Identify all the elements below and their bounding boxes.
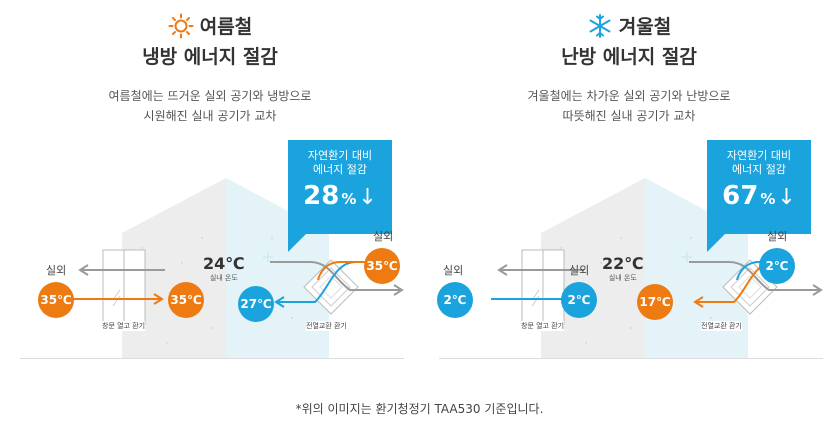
- window-icon: [102, 249, 146, 325]
- callout-line1: 자연환기 대비: [726, 149, 792, 162]
- saving-value: 28: [303, 181, 340, 211]
- callout-line2: 에너지 절감: [731, 163, 787, 176]
- callout-line1: 자연환기 대비: [307, 149, 373, 162]
- saving-unit: %: [341, 190, 357, 208]
- window-outdoor-label: 실외: [443, 264, 464, 277]
- sun-icon: [168, 13, 194, 38]
- snowflake-icon: [589, 13, 611, 38]
- saving-percent: 28 %↓: [288, 181, 392, 214]
- erv-outdoor-temp: 35℃: [364, 248, 400, 284]
- indoor-temp-label: 실내 온도: [209, 274, 238, 282]
- erv-indoor-temp: 17℃: [637, 284, 673, 320]
- summer-description: 여름철에는 뜨거운 실외 공기와 냉방으로 시원해진 실내 공기가 교차: [0, 86, 420, 126]
- erv-caption: 전열교환 환기: [701, 321, 742, 331]
- indoor-temp-block: 24℃ 실내 온도: [203, 254, 245, 283]
- winter-title: 겨울철: [618, 16, 672, 38]
- winter-scene: 자연환기 대비 에너지 절감 67 %↓: [419, 140, 839, 370]
- window-outdoor-temp: 35℃: [38, 282, 74, 318]
- heat-exchanger-icon: [303, 259, 359, 315]
- summer-saving-callout: 자연환기 대비 에너지 절감 28 %↓: [288, 140, 392, 252]
- indoor-temp: 24℃: [203, 254, 245, 273]
- callout-line2: 에너지 절감: [312, 163, 368, 176]
- summer-scene: 자연환기 대비 에너지 절감 28 %↓: [0, 140, 420, 370]
- winter-saving-callout: 자연환기 대비 에너지 절감 67 %↓: [707, 140, 811, 252]
- window-outdoor-label: 실외: [46, 264, 67, 277]
- winter-subtitle: 난방 에너지 절감: [561, 46, 697, 68]
- erv-outdoor-label: 실외: [373, 230, 394, 243]
- window-mid-label: 실외: [569, 264, 590, 277]
- summer-subtitle: 냉방 에너지 절감: [142, 46, 278, 68]
- indoor-temp: 22℃: [602, 254, 644, 273]
- winter-description: 겨울철에는 차가운 실외 공기와 난방으로 따뜻해진 실내 공기가 교차: [419, 86, 839, 126]
- window-indoor-temp: 2℃: [561, 282, 597, 318]
- summer-desc-line2: 시원해진 실내 공기가 교차: [143, 109, 277, 123]
- saving-percent: 67 %↓: [707, 181, 811, 214]
- down-arrow-icon: ↓: [358, 185, 377, 210]
- window-caption: 창문 열고 환기: [521, 321, 565, 331]
- summer-title-row: 여름철: [0, 12, 420, 39]
- winter-desc-line2: 따뜻해진 실내 공기가 교차: [562, 109, 696, 123]
- ground-line: [439, 358, 823, 359]
- summer-airflow: [72, 249, 404, 325]
- summer-panel: 여름철 냉방 에너지 절감 여름철에는 뜨거운 실외 공기와 냉방으로 시원해진…: [0, 0, 420, 380]
- erv-outdoor-temp: 2℃: [759, 248, 795, 284]
- saving-unit: %: [760, 190, 776, 208]
- window-icon: [521, 249, 565, 325]
- erv-caption: 전열교환 환기: [306, 321, 347, 331]
- down-arrow-icon: ↓: [777, 185, 796, 210]
- footnote: *위의 이미지는 환기청정기 TAA530 기준입니다.: [295, 402, 544, 416]
- erv-outdoor-label: 실외: [767, 230, 788, 243]
- indoor-temp-label: 실내 온도: [608, 274, 637, 282]
- winter-title-row: 겨울철: [419, 12, 839, 39]
- saving-value: 67: [722, 181, 759, 211]
- ground-line: [20, 358, 404, 359]
- winter-desc-line1: 겨울철에는 차가운 실외 공기와 난방으로: [527, 89, 731, 103]
- winter-panel: 겨울철 난방 에너지 절감 겨울철에는 차가운 실외 공기와 난방으로 따뜻해진…: [419, 0, 839, 380]
- window-caption: 창문 열고 환기: [102, 321, 146, 331]
- summer-title: 여름철: [199, 16, 253, 38]
- indoor-temp-block: 22℃ 실내 온도: [602, 254, 644, 283]
- window-indoor-temp: 35℃: [168, 282, 204, 318]
- sparkle-icon: [682, 252, 692, 262]
- summer-desc-line1: 여름철에는 뜨거운 실외 공기와 냉방으로: [108, 89, 312, 103]
- sparkle-icon: [263, 252, 273, 262]
- window-outdoor-temp: 2℃: [437, 282, 473, 318]
- erv-indoor-temp: 27℃: [238, 286, 274, 322]
